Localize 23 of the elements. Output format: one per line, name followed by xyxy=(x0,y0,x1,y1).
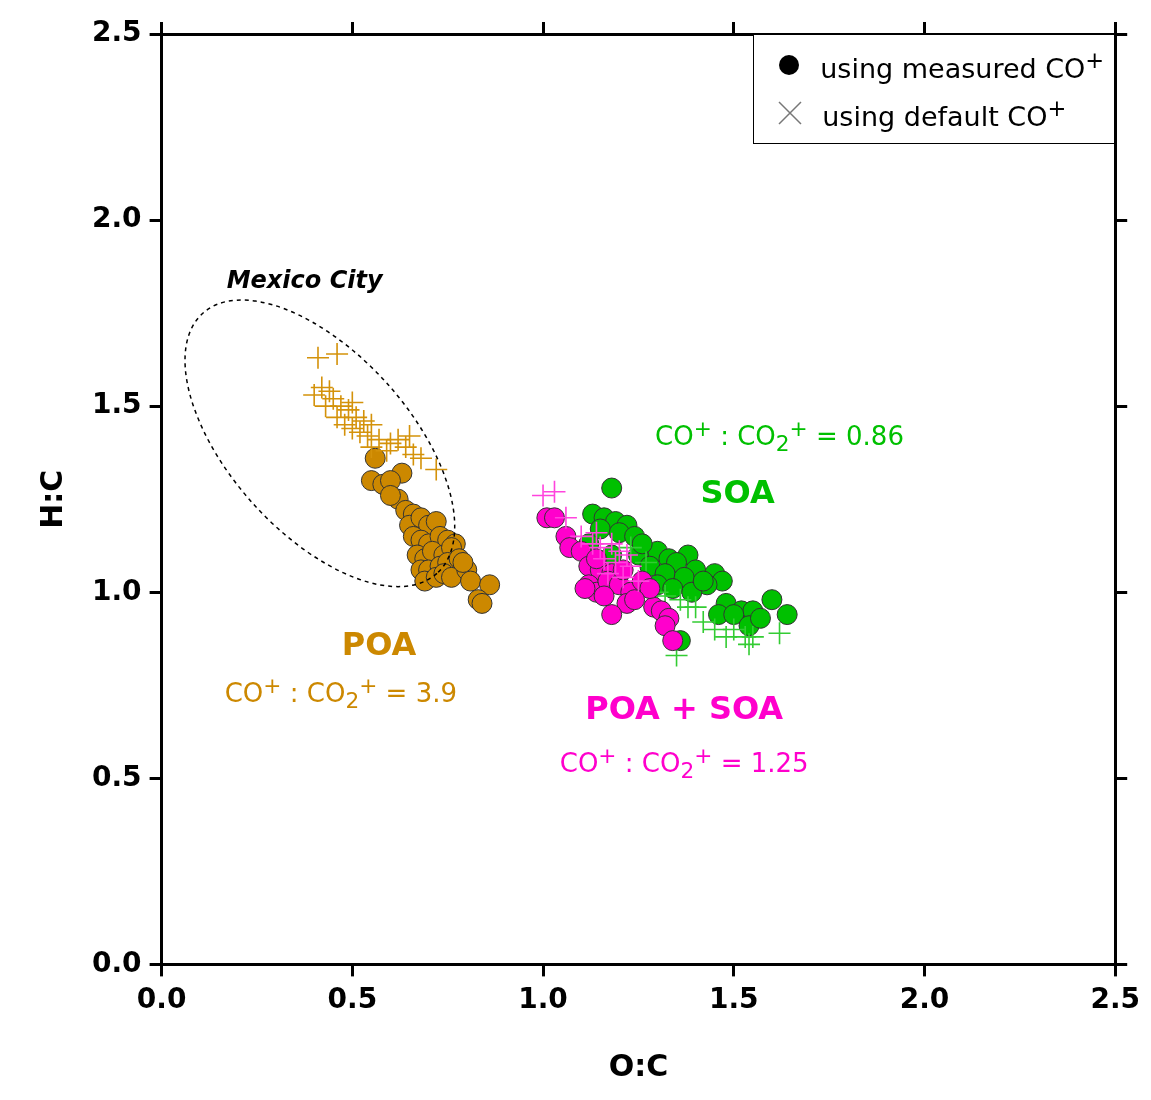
x-axis-title: O:C xyxy=(608,1047,669,1083)
y-tick-label: 1.5 xyxy=(91,387,142,421)
annotation: POA xyxy=(341,625,417,664)
annotation: CO$^{+}$ : CO$_{2}$$^{+}$ = 1.25 xyxy=(559,743,809,784)
y-tick-label: 1.0 xyxy=(91,573,142,607)
y-tick-label: 0.0 xyxy=(91,945,142,979)
y-axis-title: H:C xyxy=(33,469,69,529)
annotation: POA + SOA xyxy=(585,688,784,727)
x-tick-label: 1.0 xyxy=(518,982,568,1016)
x-tick-label: 1.5 xyxy=(708,982,759,1016)
x-tick-label: 0.5 xyxy=(327,982,378,1016)
x-tick-label: 0.0 xyxy=(136,982,187,1016)
y-tick-label: 2.5 xyxy=(91,15,142,49)
x-tick-label: 2.5 xyxy=(1090,982,1140,1016)
annotation: using measured CO$^{+}$ xyxy=(820,46,1105,84)
x-tick-label: 2.0 xyxy=(899,982,950,1016)
annotation: SOA xyxy=(700,472,775,511)
annotation: CO$^{+}$ : CO$_{2}$$^{+}$ = 0.86 xyxy=(655,415,904,457)
annotation: using default CO$^{+}$ xyxy=(822,94,1067,132)
y-tick-label: 0.5 xyxy=(91,759,142,793)
annotation: CO$^{+}$ : CO$_{2}$$^{+}$ = 3.9 xyxy=(224,672,458,714)
y-tick-label: 2.0 xyxy=(91,201,142,235)
annotation: Mexico City xyxy=(226,265,383,294)
